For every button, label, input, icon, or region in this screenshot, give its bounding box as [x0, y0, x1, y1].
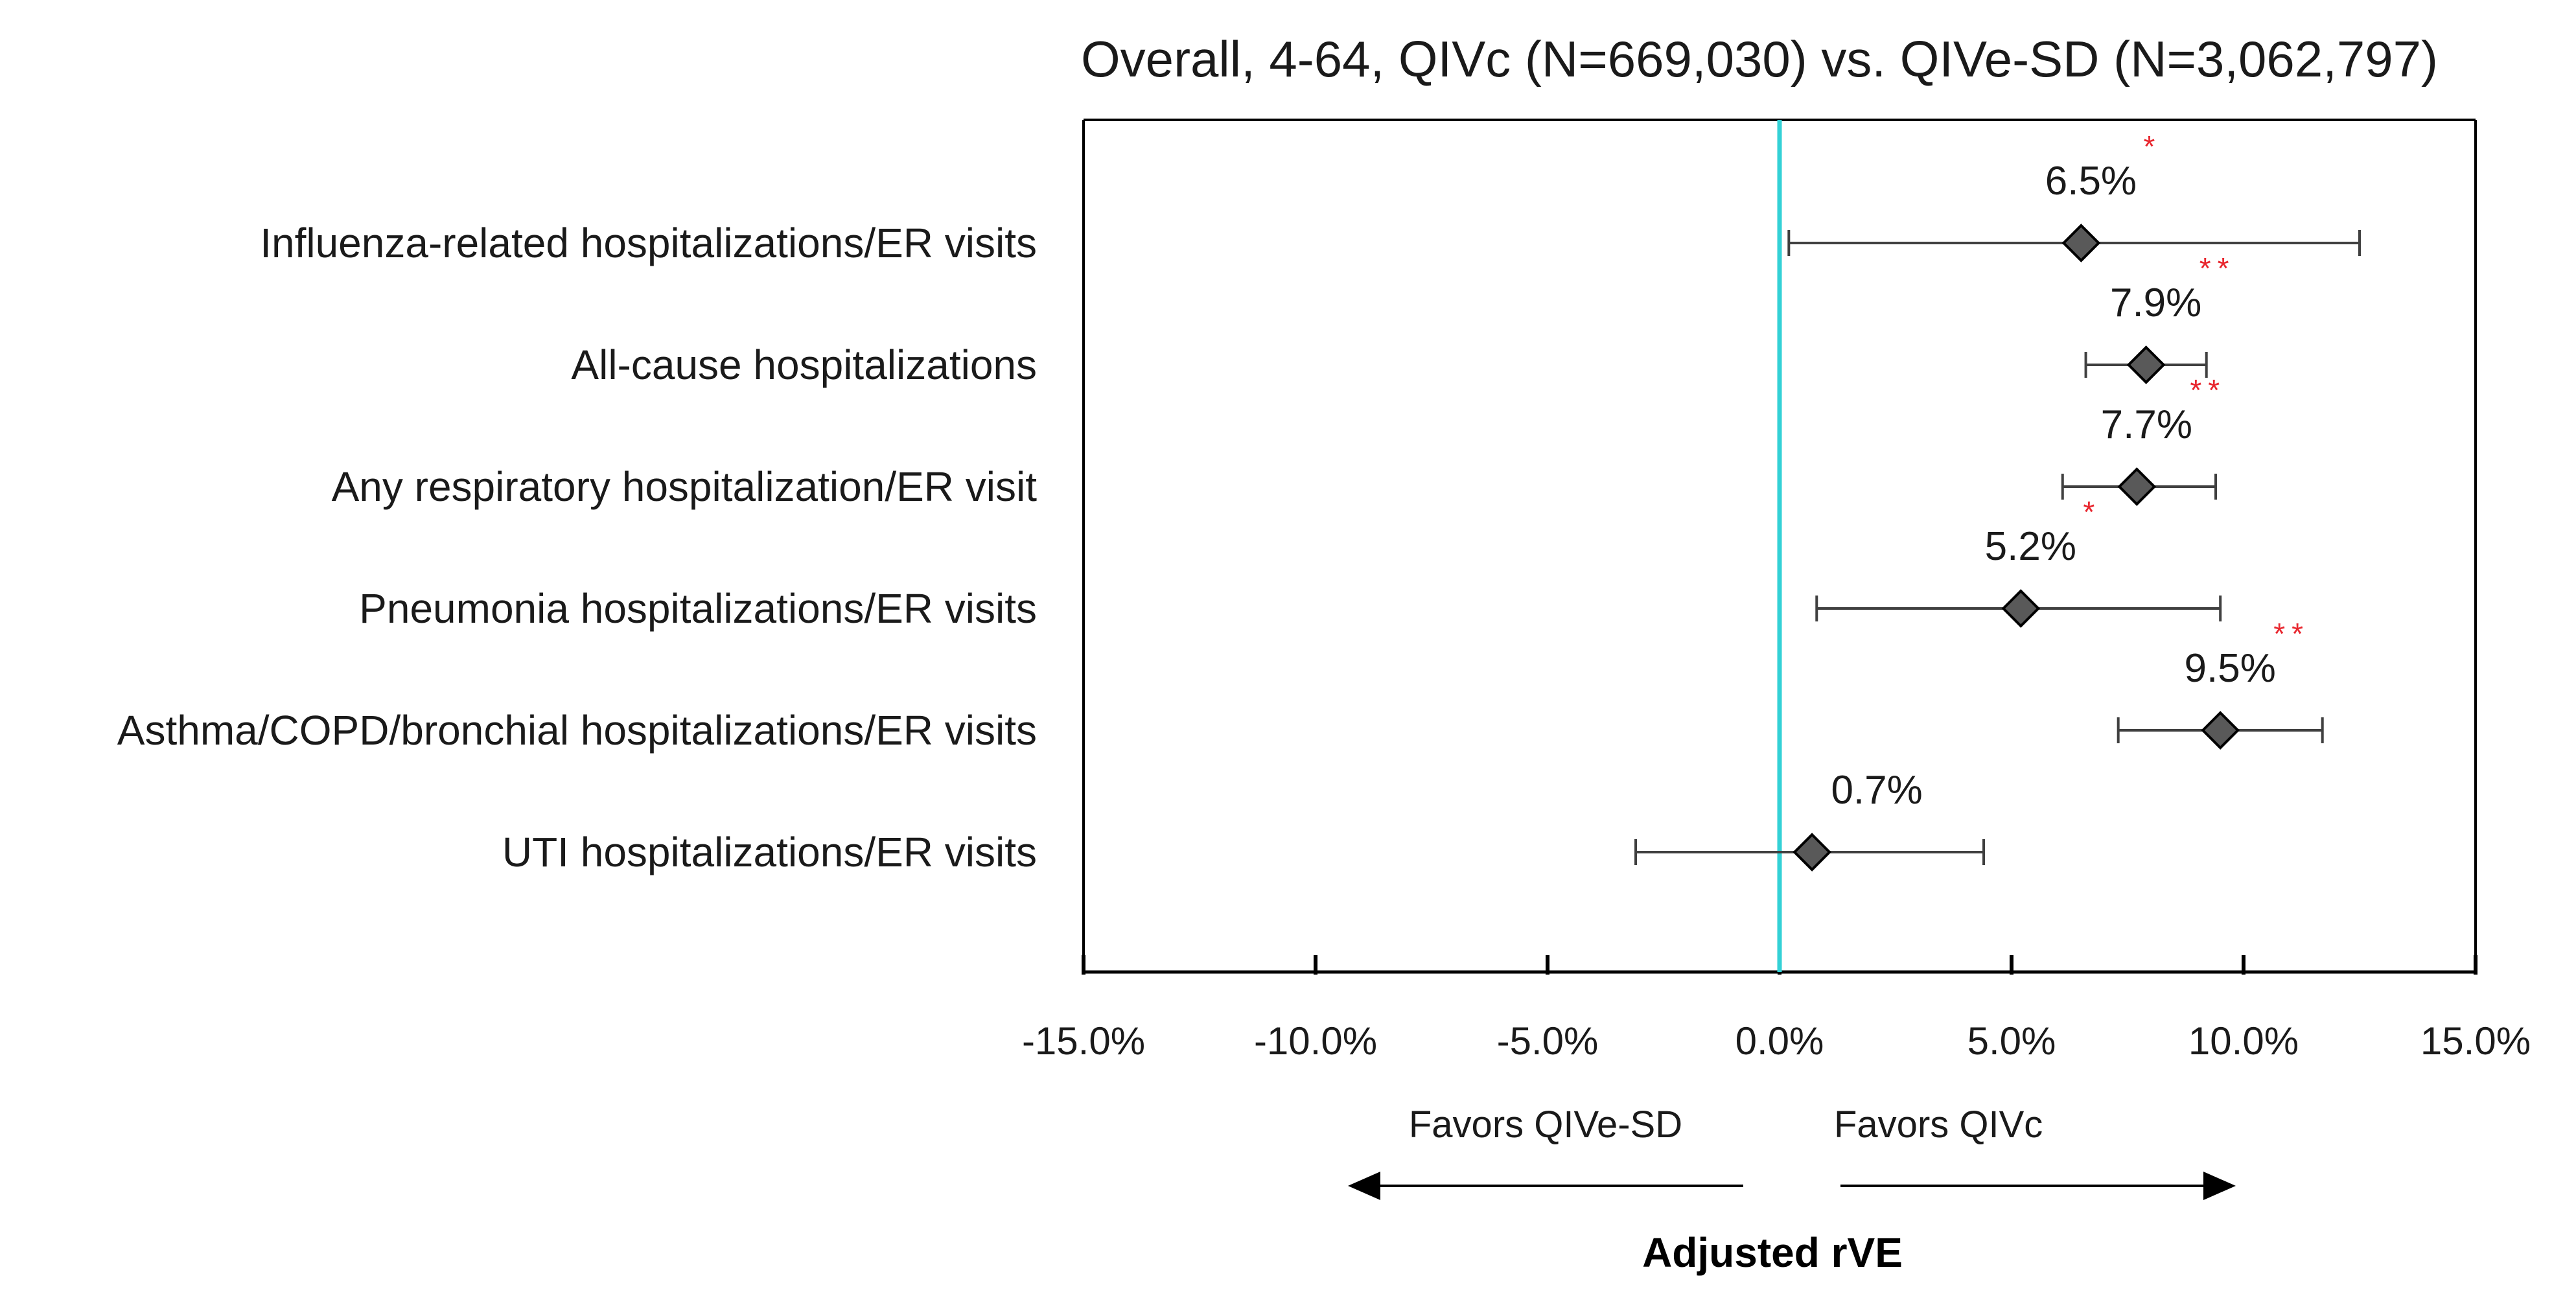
x-tick-label: -10.0%: [1254, 1019, 1377, 1063]
category-label: Asthma/COPD/bronchial hospitalizations/E…: [117, 707, 1037, 754]
x-tick-label: 15.0%: [2420, 1019, 2531, 1063]
value-label: 5.2%: [1985, 524, 2076, 569]
x-axis-title: Adjusted rVE: [1642, 1229, 1903, 1276]
value-label: 0.7%: [1831, 768, 1922, 813]
value-label: 7.7%: [2101, 402, 2192, 447]
category-label: Pneumonia hospitalizations/ER visits: [359, 585, 1037, 632]
x-tick-label: -5.0%: [1497, 1019, 1599, 1063]
left-arrow-head: [1348, 1172, 1380, 1200]
significance-stars: *: [2143, 130, 2161, 163]
category-label: Influenza-related hospitalizations/ER vi…: [260, 220, 1037, 266]
category-label: All-cause hospitalizations: [571, 341, 1037, 388]
value-label: 6.5%: [2045, 159, 2137, 203]
point-estimate-marker: [2126, 345, 2166, 384]
significance-stars: **: [2190, 373, 2226, 407]
right-arrow-head: [2203, 1172, 2236, 1200]
significance-stars: **: [2199, 251, 2236, 285]
x-tick-label: 0.0%: [1735, 1019, 1824, 1063]
point-estimate-marker: [1793, 833, 1831, 872]
point-estimate-marker: [2061, 224, 2101, 262]
point-estimate-marker: [2201, 711, 2240, 750]
favors-right-label: Favors QIVc: [1834, 1104, 2043, 1146]
x-tick-label: -15.0%: [1022, 1019, 1145, 1063]
value-label: 7.9%: [2110, 281, 2201, 325]
significance-stars: **: [2273, 617, 2310, 651]
plot-area: -15.0% -10.0% -5.0% 0.0% 5.0% 10.0% 15.0% Influ…: [117, 119, 2531, 1200]
point-estimate-marker: [2117, 467, 2157, 506]
x-tick-label: 5.0%: [1967, 1019, 2056, 1063]
category-label: UTI hospitalizations/ER visits: [502, 829, 1037, 875]
significance-stars: *: [2083, 495, 2101, 529]
favors-left-label: Favors QIVe-SD: [1409, 1104, 1682, 1146]
point-estimate-marker: [2001, 589, 2041, 628]
value-label: 9.5%: [2185, 646, 2276, 691]
chart-title: Overall, 4-64, QIVc (N=669,030) vs. QIVe…: [1081, 30, 2438, 87]
x-tick-label: 10.0%: [2188, 1019, 2299, 1063]
category-label: Any respiratory hospitalization/ER visit: [332, 463, 1038, 510]
